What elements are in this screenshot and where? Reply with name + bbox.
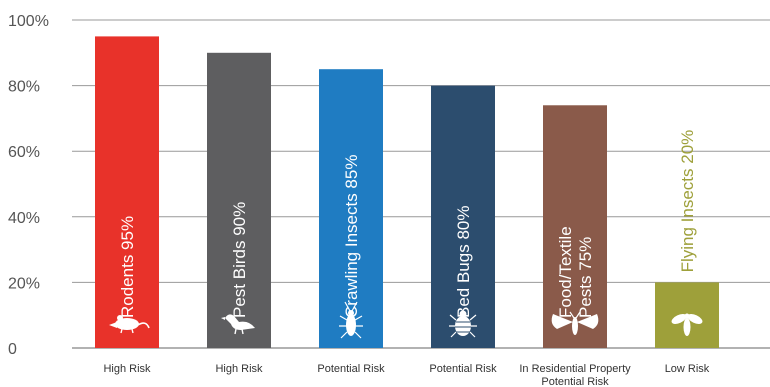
bar-label: Bed Bugs 80%	[454, 206, 473, 318]
category-label: Low Risk	[665, 363, 710, 375]
pigeon-icon	[221, 314, 255, 335]
moth-icon	[551, 311, 599, 335]
category-label: High Risk	[215, 363, 263, 375]
pigeon-beak	[221, 317, 225, 320]
roach-legs	[339, 301, 363, 339]
bar-label-line: Pests 75%	[576, 237, 595, 318]
category-label: Potential Risk	[541, 376, 609, 387]
bar-label-line: Bed Bugs 80%	[454, 206, 473, 318]
bar-label-line: Flying Insects 20%	[678, 130, 697, 273]
y-tick-label: 100%	[8, 13, 49, 30]
wasp-right-wing	[687, 314, 703, 324]
x-axis-categories: High Risk High Risk Potential Risk Potentia…	[103, 363, 709, 387]
y-tick-label: 0	[8, 341, 17, 358]
moth-body	[572, 317, 578, 335]
rat-icon	[109, 315, 150, 334]
rat-ear	[117, 315, 123, 321]
wasp-left-wing	[671, 314, 687, 324]
category-label: Potential Risk	[317, 363, 385, 375]
bar	[543, 105, 607, 348]
y-tick-label: 40%	[8, 210, 40, 227]
bedbug-legs	[449, 314, 477, 338]
roach-head	[348, 310, 354, 316]
bar-label: Rodents 95%	[118, 216, 137, 318]
bar-label: Food/TextilePests 75%	[556, 226, 595, 318]
category-label: High Risk	[103, 363, 151, 375]
bar-label: Flying Insects 20%	[678, 130, 697, 273]
bar-label-line: Crawling Insects 85%	[342, 155, 361, 318]
rat-tail	[137, 322, 150, 329]
pigeon-body	[225, 314, 255, 330]
y-axis-ticks: 100% 80% 60% 40% 20% 0	[8, 13, 49, 358]
rat-snout	[109, 322, 117, 328]
y-tick-label: 60%	[8, 144, 40, 161]
roach-body	[346, 314, 356, 336]
wasp-icon	[671, 313, 703, 336]
rat-legs	[120, 328, 134, 334]
bar	[319, 69, 383, 348]
gridlines	[72, 19, 770, 349]
bar	[207, 52, 271, 349]
category-label: Potential Risk	[429, 363, 497, 375]
bars	[95, 36, 719, 349]
category-label: In Residential Property	[519, 363, 631, 375]
bar	[95, 36, 159, 349]
bedbug-stripes	[455, 321, 471, 333]
bar-label-line: Rodents 95%	[118, 216, 137, 318]
pest-icons	[109, 301, 703, 339]
bar-label-line: Food/Textile	[556, 226, 575, 318]
bar-label-line: Pest Birds 90%	[230, 202, 249, 318]
rat-body	[115, 318, 139, 330]
bedbug-body	[455, 316, 471, 336]
cockroach-icon	[339, 301, 363, 339]
bar-label: Pest Birds 90%	[230, 202, 249, 318]
y-tick-label: 80%	[8, 79, 40, 96]
bedbug-head	[459, 310, 467, 318]
moth-right-wing	[577, 314, 599, 329]
pigeon-legs	[234, 328, 244, 335]
bar-label: Crawling Insects 85%	[342, 155, 361, 318]
wasp-head	[684, 313, 690, 319]
bed-bug-icon	[449, 310, 477, 338]
bar	[431, 85, 495, 348]
wasp-body	[683, 318, 691, 336]
bar-labels: Rodents 95% Pest Birds 90% Crawling Insect…	[118, 130, 697, 318]
y-tick-label: 20%	[8, 275, 40, 292]
moth-antennae	[569, 311, 581, 319]
moth-left-wing	[551, 314, 573, 329]
